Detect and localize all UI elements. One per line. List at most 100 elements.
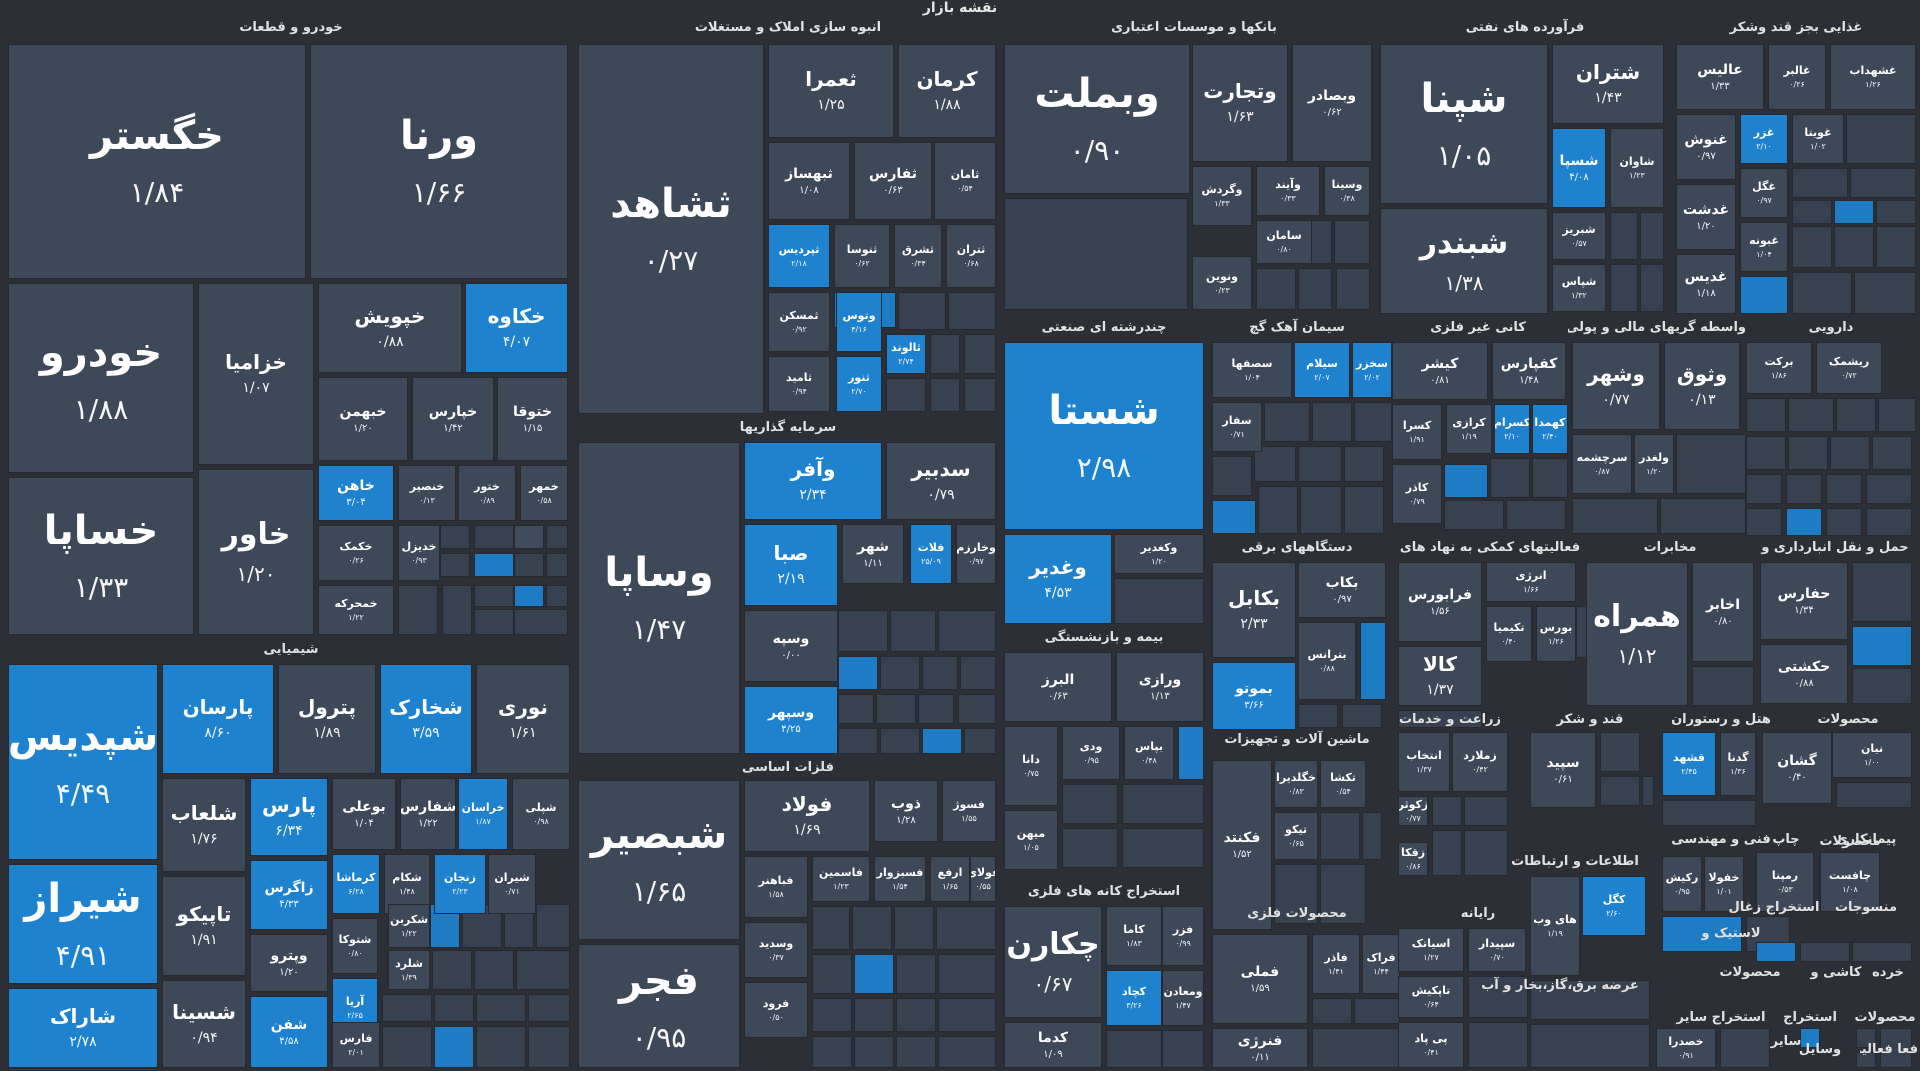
stock-tile-unlabeled[interactable] (886, 378, 926, 412)
stock-tile-unlabeled[interactable] (838, 656, 878, 690)
stock-tile[interactable]: وتوس ۴/۱۶ (836, 292, 882, 352)
stock-tile-unlabeled[interactable] (434, 1026, 474, 1068)
stock-tile[interactable]: حکشتی ۰/۸۸ (1760, 644, 1848, 704)
stock-tile-unlabeled[interactable] (1600, 732, 1640, 772)
stock-tile[interactable]: های وب ۱/۱۹ (1530, 876, 1580, 976)
stock-tile[interactable]: ومعادن ۱/۴۷ (1162, 970, 1204, 1026)
stock-tile-unlabeled[interactable] (964, 378, 996, 412)
stock-tile-unlabeled[interactable] (890, 610, 936, 652)
stock-tile[interactable]: شپدیس ۴/۴۹ (8, 664, 158, 860)
stock-tile-unlabeled[interactable] (1360, 622, 1386, 700)
stock-tile[interactable]: کگل ۲/۶۰ (1582, 876, 1646, 936)
stock-tile-unlabeled[interactable] (938, 998, 996, 1032)
stock-tile[interactable]: شهر ۱/۱۱ (842, 524, 904, 584)
stock-tile-unlabeled[interactable] (1300, 486, 1342, 534)
stock-tile[interactable]: فلات ۲۵/۰۹ (910, 524, 952, 584)
stock-tile[interactable]: کاما ۱/۸۳ (1106, 906, 1162, 966)
stock-tile-unlabeled[interactable] (1362, 812, 1382, 860)
stock-tile[interactable]: خگلدیرا ۰/۸۳ (1274, 760, 1318, 808)
stock-tile-unlabeled[interactable] (938, 954, 996, 994)
stock-tile-unlabeled[interactable] (898, 292, 946, 330)
stock-tile-unlabeled[interactable] (1852, 562, 1912, 622)
stock-tile[interactable]: ثنوسا ۰/۶۲ (834, 224, 890, 288)
stock-tile[interactable]: میهن ۱/۰۵ (1004, 810, 1058, 870)
stock-tile-unlabeled[interactable] (1792, 272, 1852, 314)
stock-tile-unlabeled[interactable] (1792, 226, 1832, 268)
stock-tile-unlabeled[interactable] (1312, 998, 1352, 1024)
stock-tile-unlabeled[interactable] (894, 906, 934, 950)
stock-tile[interactable]: کرمان ۱/۸۸ (898, 44, 996, 138)
stock-tile[interactable]: برکت ۱/۸۶ (1746, 342, 1812, 394)
stock-tile-unlabeled[interactable] (1746, 508, 1782, 536)
stock-tile-unlabeled[interactable] (1788, 436, 1828, 470)
stock-tile[interactable]: ثالوند ۲/۷۴ (886, 334, 926, 374)
stock-tile-unlabeled[interactable] (474, 609, 514, 635)
stock-tile-unlabeled[interactable] (1532, 458, 1568, 498)
stock-tile-unlabeled[interactable] (1740, 276, 1788, 314)
stock-tile[interactable]: کسرا ۱/۹۱ (1392, 404, 1442, 460)
stock-tile[interactable]: شیراز ۴/۹۱ (8, 864, 158, 984)
stock-tile-unlabeled[interactable] (1876, 226, 1916, 268)
stock-tile-unlabeled[interactable] (838, 728, 878, 754)
stock-tile-unlabeled[interactable] (1354, 402, 1392, 442)
stock-tile[interactable]: ولغدر ۱/۲۰ (1634, 434, 1674, 494)
stock-tile-unlabeled[interactable] (938, 610, 996, 652)
stock-tile[interactable]: خساپا ۱/۳۳ (8, 477, 194, 635)
stock-tile-unlabeled[interactable] (812, 906, 850, 950)
stock-tile-unlabeled[interactable] (812, 1036, 852, 1068)
stock-tile[interactable]: ثامان ۰/۵۴ (934, 142, 996, 220)
stock-tile-unlabeled[interactable] (1788, 398, 1834, 432)
stock-tile[interactable]: وسپهر ۴/۲۵ (744, 686, 838, 754)
stock-tile-unlabeled[interactable] (930, 378, 960, 412)
stock-tile[interactable]: پترول ۱/۸۹ (278, 664, 376, 774)
stock-tile[interactable]: البرز ۰/۶۳ (1004, 652, 1112, 722)
stock-tile[interactable]: پی پاد ۰/۴۱ (1398, 1022, 1464, 1068)
stock-tile[interactable]: خگستر ۱/۸۴ (8, 44, 306, 279)
stock-tile-unlabeled[interactable] (474, 525, 514, 549)
stock-tile-unlabeled[interactable] (1836, 782, 1912, 808)
stock-tile[interactable]: بموتو ۳/۶۶ (1212, 662, 1296, 730)
stock-tile-unlabeled[interactable] (1610, 212, 1638, 260)
stock-tile[interactable]: خمحرکه ۱/۲۲ (318, 585, 394, 635)
stock-tile-unlabeled[interactable] (1062, 828, 1118, 868)
stock-tile[interactable]: سامان ۰/۸۰ (1256, 220, 1312, 264)
stock-tile[interactable]: خزامیا ۱/۰۷ (198, 283, 314, 465)
stock-tile[interactable]: شفارس ۱/۲۲ (400, 778, 456, 850)
stock-tile[interactable]: ثتران ۰/۶۸ (946, 224, 996, 288)
stock-tile-unlabeled[interactable] (1852, 668, 1912, 704)
stock-tile[interactable]: فرود ۰/۵۰ (744, 982, 808, 1038)
stock-tile[interactable]: کهمدا ۲/۴۰ (1532, 404, 1568, 454)
stock-tile[interactable]: شاوان ۱/۲۳ (1610, 128, 1664, 208)
stock-tile[interactable]: خصدرا ۰/۹۱ (1656, 1028, 1716, 1068)
stock-tile[interactable]: نیان ۱/۰۰ (1832, 732, 1912, 778)
stock-tile-unlabeled[interactable] (1468, 976, 1528, 1018)
stock-tile[interactable]: شسینا ۰/۹۴ (162, 980, 246, 1068)
stock-tile-unlabeled[interactable] (1786, 474, 1822, 504)
stock-tile-unlabeled[interactable] (1530, 1024, 1650, 1068)
stock-tile-unlabeled[interactable] (812, 998, 852, 1032)
stock-tile-unlabeled[interactable] (1122, 784, 1204, 824)
stock-tile-unlabeled[interactable] (1298, 268, 1332, 310)
stock-tile-unlabeled[interactable] (1354, 998, 1400, 1024)
stock-tile[interactable]: چافست ۱/۰۸ (1820, 852, 1880, 912)
stock-tile[interactable]: سیلام ۲/۰۷ (1294, 342, 1350, 398)
stock-tile-unlabeled[interactable] (1746, 436, 1786, 470)
stock-tile-unlabeled[interactable] (1800, 1028, 1820, 1048)
stock-tile[interactable]: کیشر ۰/۸۱ (1392, 342, 1488, 400)
stock-tile-unlabeled[interactable] (876, 694, 916, 724)
stock-tile[interactable]: فاذر ۱/۴۱ (1312, 934, 1360, 994)
stock-tile-unlabeled[interactable] (918, 694, 954, 724)
stock-tile[interactable]: فسبزوار ۱/۵۴ (874, 856, 926, 902)
stock-tile-unlabeled[interactable] (398, 585, 438, 635)
stock-tile[interactable]: خنصیر ۰/۱۳ (398, 465, 456, 521)
stock-tile[interactable]: کرازی ۱/۱۹ (1446, 404, 1492, 454)
stock-tile-unlabeled[interactable] (514, 553, 544, 577)
stock-tile-unlabeled[interactable] (1334, 220, 1370, 264)
stock-tile-unlabeled[interactable] (432, 950, 472, 990)
stock-tile-unlabeled[interactable] (960, 656, 996, 690)
stock-tile[interactable]: پارس ۶/۳۴ (250, 778, 328, 856)
stock-tile[interactable]: فملی ۱/۵۹ (1212, 934, 1308, 1024)
stock-tile-unlabeled[interactable] (1640, 264, 1664, 312)
stock-tile[interactable]: خاهن ۳/۰۴ (318, 465, 394, 521)
stock-tile-unlabeled[interactable] (1264, 402, 1310, 442)
